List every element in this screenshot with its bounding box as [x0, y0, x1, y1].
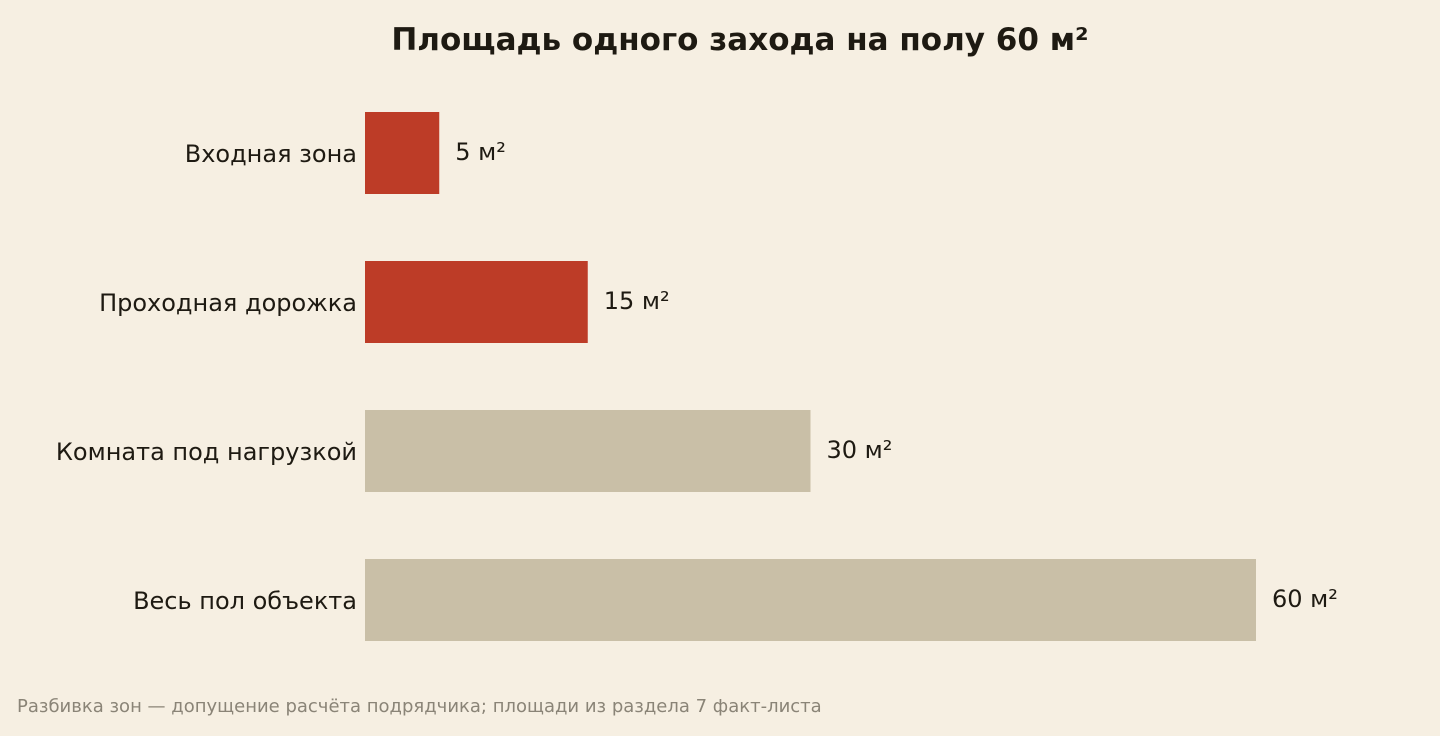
value-label: 15 м² [604, 287, 670, 315]
bars-group: Входная зона 5 м² Проходная дорожка 15 м² Ко… [56, 112, 1338, 641]
category-label: Проходная дорожка [99, 289, 357, 317]
category-label: Комната под нагрузкой [56, 438, 357, 466]
chart-title: Площадь одного захода на полу 60 м² [391, 22, 1088, 58]
value-label: 30 м² [827, 436, 893, 464]
category-label: Входная зона [185, 140, 357, 168]
value-label: 60 м² [1272, 585, 1338, 613]
bar-3 [365, 410, 811, 492]
category-label: Весь пол объекта [133, 587, 357, 615]
bar-1 [365, 112, 440, 194]
bar-4 [365, 559, 1256, 641]
footnote: Разбивка зон — допущение расчёта подрядч… [17, 696, 822, 717]
bar-2 [365, 261, 588, 343]
value-label: 5 м² [455, 138, 506, 166]
bar-chart: Площадь одного захода на полу 60 м² Вход… [56, 22, 1338, 641]
